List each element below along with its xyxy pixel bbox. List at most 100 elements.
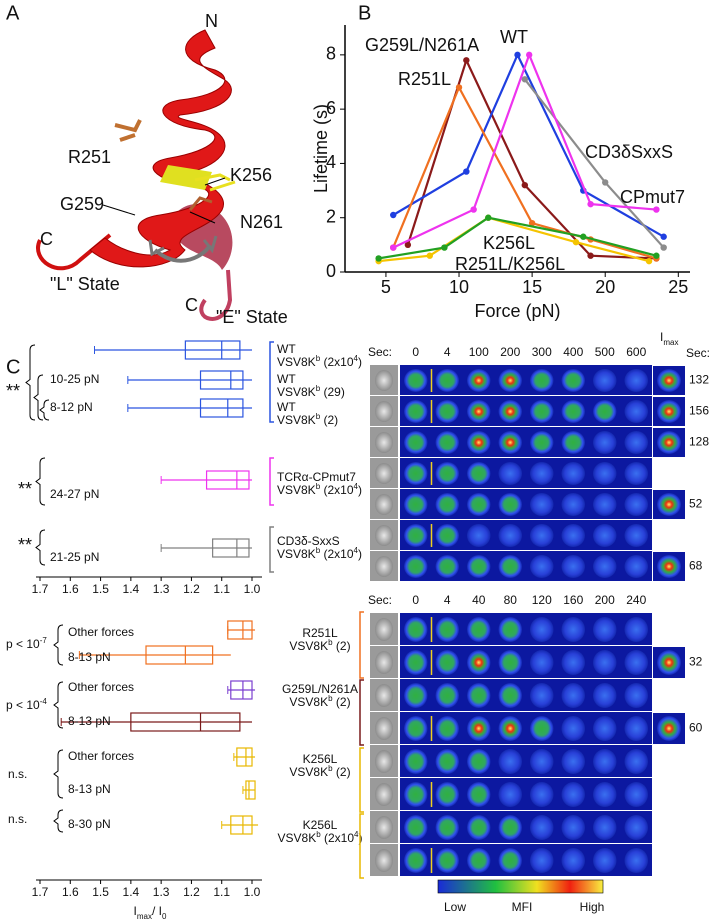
cell-image bbox=[593, 555, 617, 578]
dic-cell bbox=[375, 816, 393, 839]
cell-image bbox=[467, 848, 491, 873]
cell-image bbox=[561, 782, 585, 807]
time-label: Sec: bbox=[368, 345, 392, 359]
time-value: 0 bbox=[412, 593, 419, 607]
cell-image bbox=[467, 749, 491, 774]
text-part: VSV8K bbox=[278, 831, 317, 845]
cell-image bbox=[404, 462, 428, 485]
cell-image bbox=[593, 716, 617, 741]
cell-image bbox=[467, 524, 491, 547]
x-tick-label: 1.7 bbox=[32, 885, 49, 899]
data-point bbox=[660, 244, 667, 251]
time-value: 4 bbox=[444, 345, 451, 359]
condition-name: WT bbox=[277, 342, 296, 356]
cell-image bbox=[530, 524, 554, 547]
force-range: Other forces bbox=[68, 625, 134, 639]
data-point bbox=[521, 181, 529, 189]
text-part: VSV8K bbox=[277, 547, 316, 561]
text-part: p < 10 bbox=[6, 698, 40, 712]
text-part: p < 10 bbox=[6, 637, 40, 651]
cell-image bbox=[498, 782, 522, 807]
condition-name: WT bbox=[277, 372, 296, 386]
cell-image bbox=[624, 524, 648, 547]
cell-image bbox=[561, 749, 585, 774]
force-range: 10-25 pN bbox=[50, 372, 99, 386]
series-line bbox=[523, 78, 665, 249]
data-point bbox=[587, 252, 594, 259]
x-tick-label: 10 bbox=[449, 277, 469, 297]
text-part: b bbox=[316, 412, 321, 421]
x-tick-label: 1.1 bbox=[213, 582, 230, 596]
force-range: 8-12 pN bbox=[50, 400, 93, 414]
cell-image bbox=[435, 848, 459, 873]
text-part: VSV8K bbox=[289, 695, 328, 709]
condition-detail: VSV8Kb (2) bbox=[289, 638, 350, 654]
cell-image bbox=[624, 782, 648, 807]
y-tick-label: 2 bbox=[326, 206, 336, 226]
box bbox=[245, 780, 256, 800]
cell-image bbox=[593, 400, 617, 423]
force-range: 8-30 pN bbox=[68, 817, 111, 831]
cell-image bbox=[530, 369, 554, 392]
force-range: 21-25 pN bbox=[50, 550, 99, 564]
dic-cell bbox=[375, 463, 393, 484]
cell-image bbox=[593, 524, 617, 547]
cell-image bbox=[561, 369, 585, 392]
cell-image bbox=[498, 617, 522, 642]
structure-label: "L" State bbox=[50, 274, 120, 294]
p-value: n.s. bbox=[8, 812, 27, 826]
cell-image bbox=[404, 815, 428, 840]
box bbox=[130, 712, 241, 732]
text-part: / I bbox=[152, 904, 162, 918]
series-label: WT bbox=[500, 27, 528, 47]
text-part: (2) bbox=[333, 765, 351, 779]
data-point bbox=[514, 51, 521, 59]
text-part: VSV8K bbox=[289, 639, 328, 653]
structure-label: "E" State bbox=[216, 307, 288, 327]
box bbox=[230, 680, 253, 700]
imax-time: 132 bbox=[689, 373, 709, 387]
condition-detail: VSV8Kb (2) bbox=[289, 764, 350, 780]
text-part: VSV8K bbox=[277, 385, 316, 399]
cell-image bbox=[435, 617, 459, 642]
condition-detail: VSV8Kb (2) bbox=[289, 694, 350, 710]
series-label: R251L/K256L bbox=[455, 254, 565, 274]
y-tick-label: 0 bbox=[326, 261, 336, 281]
condition-detail: VSV8Kb (29) bbox=[277, 384, 345, 400]
x-tick-label: 1.2 bbox=[183, 582, 200, 596]
brace bbox=[53, 809, 64, 833]
text-part: b bbox=[328, 764, 333, 773]
text-part: (2x10 bbox=[320, 355, 354, 369]
imax-time: 128 bbox=[689, 435, 709, 449]
cell-image bbox=[467, 815, 491, 840]
cell-image bbox=[530, 462, 554, 485]
cell-image bbox=[467, 782, 491, 807]
cell-image bbox=[530, 493, 554, 516]
bracket bbox=[359, 679, 364, 746]
cell-image bbox=[561, 815, 585, 840]
time-value: 80 bbox=[504, 593, 518, 607]
imax-time-label: Sec: bbox=[686, 346, 709, 360]
dic-cell bbox=[375, 370, 393, 391]
brace bbox=[33, 374, 44, 421]
structure-label: G259 bbox=[60, 194, 104, 214]
data-point bbox=[572, 238, 580, 246]
x-tick-label: 25 bbox=[668, 277, 688, 297]
data-point bbox=[602, 179, 609, 186]
x-tick-label: 1.6 bbox=[62, 582, 79, 596]
data-point bbox=[580, 233, 587, 240]
dic-cell bbox=[375, 556, 393, 577]
box bbox=[205, 470, 250, 490]
y-tick-label: 8 bbox=[326, 44, 336, 64]
condition-detail: VSV8Kb (2x104) bbox=[278, 830, 363, 846]
dic-cell bbox=[375, 750, 393, 773]
condition-name: R251L bbox=[302, 626, 338, 640]
x-tick-label: 1.4 bbox=[123, 885, 140, 899]
imax-cell bbox=[657, 431, 681, 454]
dic-cell bbox=[375, 525, 393, 546]
cell-image bbox=[467, 431, 491, 454]
text-part: ) bbox=[358, 547, 362, 561]
text-part: ) bbox=[358, 483, 362, 497]
cell-image bbox=[530, 431, 554, 454]
cell-image bbox=[530, 716, 554, 741]
